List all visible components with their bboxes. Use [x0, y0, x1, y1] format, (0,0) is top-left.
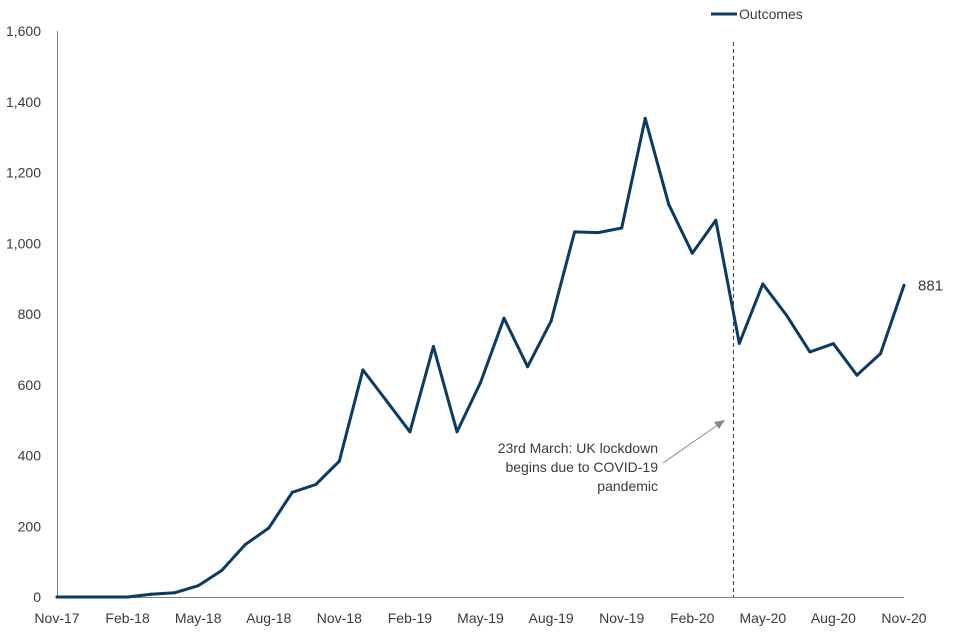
legend-label-outcomes: Outcomes [739, 6, 803, 22]
lockdown-annotation: 23rd March: UK lockdown begins due to CO… [498, 420, 725, 494]
data-point [290, 490, 294, 494]
data-point [573, 230, 577, 234]
data-point [408, 430, 412, 434]
annotation-arrow-line [662, 423, 720, 464]
data-point [502, 316, 506, 320]
annotation-line-1: 23rd March: UK lockdown [498, 440, 658, 456]
data-point [149, 592, 153, 596]
series-line-outcomes [55, 116, 906, 599]
data-point [784, 313, 788, 317]
y-tick-label: 400 [18, 448, 42, 464]
x-tick-label: Feb-20 [670, 610, 715, 626]
data-point [102, 595, 106, 599]
data-point [549, 319, 553, 323]
y-tick-label: 1,400 [6, 94, 41, 110]
data-point [267, 526, 271, 530]
x-tick-label: Nov-17 [34, 610, 79, 626]
x-tick-label: Aug-20 [811, 610, 856, 626]
data-point [643, 116, 647, 120]
data-point [808, 350, 812, 354]
data-point [526, 365, 530, 369]
data-point [878, 352, 882, 356]
x-tick-label: Feb-18 [105, 610, 150, 626]
x-tick-label: Feb-19 [388, 610, 433, 626]
y-axis-ticks: 0 200 400 600 800 1,000 1,200 1,400 1,600 [6, 23, 41, 605]
annotation-arrowhead [714, 420, 725, 429]
x-tick-label: Aug-18 [246, 610, 291, 626]
data-point [337, 459, 341, 463]
x-tick-label: Nov-18 [317, 610, 362, 626]
y-tick-label: 200 [18, 518, 42, 534]
y-tick-label: 1,000 [6, 235, 41, 251]
y-tick-label: 1,600 [6, 23, 41, 39]
data-point [431, 345, 435, 349]
legend: Outcomes [711, 6, 803, 22]
end-value-label: 881 [918, 277, 943, 294]
data-point [620, 226, 624, 230]
data-point [384, 399, 388, 403]
data-point [479, 381, 482, 385]
x-tick-label: May-19 [457, 610, 504, 626]
y-tick-label: 600 [18, 377, 42, 393]
series-points [55, 116, 906, 599]
data-point [314, 483, 318, 487]
y-tick-label: 0 [33, 589, 41, 605]
x-tick-label: May-18 [175, 610, 222, 626]
data-point [596, 231, 600, 235]
data-point [79, 595, 83, 599]
data-point [361, 368, 365, 372]
data-point [455, 430, 459, 434]
x-tick-label: Aug-19 [529, 610, 574, 626]
y-tick-label: 1,200 [6, 165, 41, 181]
data-point [855, 373, 859, 377]
x-tick-label: Nov-19 [599, 610, 644, 626]
data-point [243, 543, 247, 547]
x-tick-label: May-20 [739, 610, 786, 626]
data-point [667, 202, 671, 206]
data-point [902, 283, 906, 287]
data-point [714, 218, 718, 222]
y-tick-label: 800 [18, 306, 42, 322]
data-point [173, 591, 177, 595]
data-point [126, 595, 130, 599]
data-point [55, 595, 59, 599]
annotation-line-3: pandemic [597, 478, 658, 494]
data-point [196, 584, 200, 588]
x-axis-ticks: Nov-17 Feb-18 May-18 Aug-18 Nov-18 Feb-19 May-… [34, 610, 926, 626]
data-point [220, 568, 224, 572]
annotation-line-2: begins due to COVID-19 [505, 459, 658, 475]
data-point [761, 282, 765, 286]
data-point [737, 341, 741, 345]
x-tick-label: Nov-20 [881, 610, 926, 626]
data-point [831, 342, 835, 346]
data-point [690, 251, 694, 255]
